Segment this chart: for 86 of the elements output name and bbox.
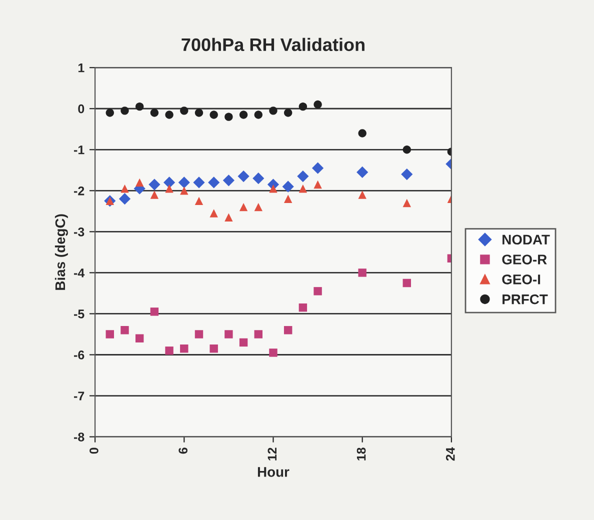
- point: [401, 168, 413, 180]
- point: [314, 287, 322, 296]
- point: [178, 176, 190, 188]
- point: [150, 190, 159, 199]
- y-axis-title: Bias (degC): [54, 214, 68, 290]
- point: [120, 106, 129, 115]
- x-tick-label: 0: [90, 448, 98, 454]
- point: [120, 184, 129, 193]
- point: [118, 193, 131, 205]
- x-tick-label: 24: [446, 447, 455, 461]
- point: [180, 186, 188, 195]
- point: [314, 180, 322, 189]
- x-axis-title: Hour: [258, 467, 290, 477]
- point: [135, 102, 144, 111]
- point: [284, 194, 292, 203]
- point: [194, 196, 204, 206]
- legend-label: PRFCT: [502, 294, 548, 304]
- x-tick-label: 6: [178, 448, 188, 454]
- legend-label: GEO-R: [502, 254, 547, 264]
- y-tick-label: -3: [74, 227, 84, 236]
- point: [165, 184, 174, 193]
- point: [106, 330, 114, 338]
- point: [252, 172, 264, 184]
- point: [402, 146, 411, 154]
- point: [163, 176, 176, 188]
- point: [402, 278, 411, 288]
- y-tick-label: 0: [78, 104, 84, 114]
- point: [148, 178, 160, 190]
- point: [222, 174, 234, 186]
- point: [298, 184, 308, 193]
- point: [194, 330, 204, 338]
- point: [210, 110, 218, 119]
- point: [210, 344, 218, 353]
- chart-title: 700hPa RH Validation: [182, 38, 364, 52]
- point: [254, 110, 262, 119]
- point: [180, 106, 188, 115]
- point: [150, 308, 159, 316]
- point: [356, 166, 368, 178]
- point: [239, 202, 248, 212]
- point: [282, 180, 294, 192]
- y-tick-label: -6: [74, 350, 84, 360]
- point: [269, 184, 278, 193]
- point: [120, 326, 129, 334]
- x-tick-label: 18: [356, 448, 366, 460]
- point: [312, 162, 324, 174]
- legend-label: NODAT: [502, 234, 550, 245]
- point: [358, 129, 366, 138]
- point: [239, 110, 248, 119]
- point: [269, 106, 278, 115]
- point: [314, 100, 322, 109]
- point: [224, 112, 233, 121]
- point: [298, 102, 308, 111]
- point: [298, 303, 308, 312]
- point: [106, 108, 114, 117]
- y-tick-label: -2: [74, 186, 84, 196]
- point: [224, 330, 233, 338]
- y-tick-label: -5: [74, 310, 84, 318]
- point: [284, 108, 292, 117]
- point: [358, 268, 366, 277]
- point: [358, 190, 366, 199]
- point: [165, 110, 174, 119]
- point: [150, 108, 159, 117]
- point: [254, 202, 262, 212]
- y-tick-label: 1: [78, 64, 84, 72]
- point: [165, 346, 174, 355]
- point: [239, 338, 248, 347]
- y-tick-label: -4: [74, 268, 85, 278]
- point: [284, 326, 292, 334]
- legend-label: GEO-I: [502, 274, 540, 284]
- point: [135, 334, 144, 342]
- y-tick-label: -7: [74, 392, 84, 400]
- point: [297, 170, 309, 182]
- point: [238, 170, 250, 182]
- point: [194, 108, 204, 117]
- point: [193, 176, 205, 188]
- point: [402, 198, 411, 208]
- point: [180, 344, 188, 353]
- point: [254, 330, 262, 338]
- y-tick-label: -1: [74, 146, 84, 154]
- point: [269, 348, 278, 357]
- point: [208, 176, 220, 188]
- point: [135, 178, 144, 187]
- y-tick-label: -8: [74, 432, 84, 442]
- x-tick-label: 12: [268, 448, 276, 460]
- point: [210, 209, 218, 218]
- point: [224, 213, 233, 222]
